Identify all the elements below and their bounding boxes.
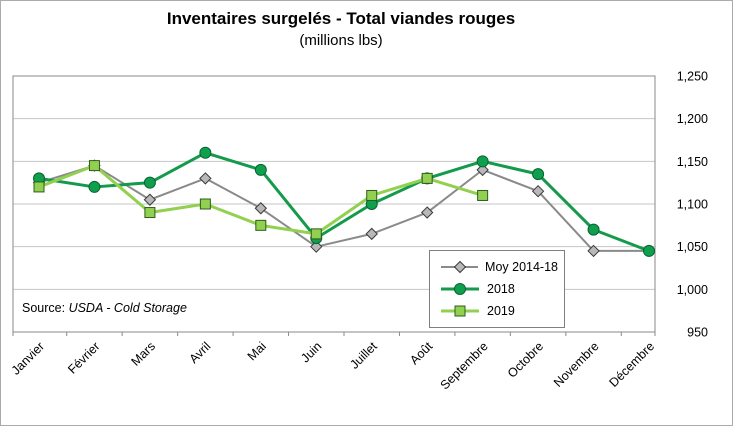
svg-text:Février: Février <box>65 339 102 376</box>
legend: Moy 2014-18 2018 2019 <box>429 250 565 328</box>
legend-label-2018: 2018 <box>487 282 515 296</box>
svg-text:1,100: 1,100 <box>677 198 708 212</box>
svg-text:Juillet: Juillet <box>347 339 380 372</box>
legend-marker-moy-2014-18 <box>441 260 479 274</box>
svg-text:Janvier: Janvier <box>9 339 47 377</box>
legend-label-moy-2014-18: Moy 2014-18 <box>485 260 558 274</box>
source-note: Source: USDA - Cold Storage <box>22 301 187 315</box>
svg-text:1,250: 1,250 <box>677 70 708 84</box>
svg-text:1,200: 1,200 <box>677 112 708 126</box>
legend-item-moy-2014-18: Moy 2014-18 <box>440 256 558 278</box>
svg-text:Juin: Juin <box>298 339 324 365</box>
source-prefix: Source: <box>22 301 69 315</box>
legend-item-2019: 2019 <box>440 300 558 322</box>
source-value: USDA - Cold Storage <box>68 301 187 315</box>
series-moy-2014-18 <box>32 159 656 258</box>
chart-subtitle: (millions lbs) <box>299 32 383 49</box>
svg-text:Mars: Mars <box>128 339 158 369</box>
legend-item-2018: 2018 <box>440 278 558 300</box>
svg-text:Décembre: Décembre <box>606 339 657 390</box>
svg-text:Novembre: Novembre <box>551 339 602 390</box>
legend-marker-2018 <box>441 283 479 295</box>
svg-text:Mai: Mai <box>245 339 269 363</box>
svg-text:Août: Août <box>407 339 435 367</box>
svg-text:1,050: 1,050 <box>677 240 708 254</box>
chart-title: Inventaires surgelés - Total viandes rou… <box>166 9 516 28</box>
series-2019 <box>33 160 489 240</box>
svg-text:1,150: 1,150 <box>677 155 708 169</box>
svg-text:Octobre: Octobre <box>505 339 546 380</box>
svg-text:Septembre: Septembre <box>438 339 491 392</box>
svg-text:1,000: 1,000 <box>677 283 708 297</box>
legend-marker-2019 <box>441 305 479 317</box>
legend-label-2019: 2019 <box>487 304 515 318</box>
svg-text:Avril: Avril <box>187 339 214 366</box>
svg-text:950: 950 <box>687 326 708 340</box>
